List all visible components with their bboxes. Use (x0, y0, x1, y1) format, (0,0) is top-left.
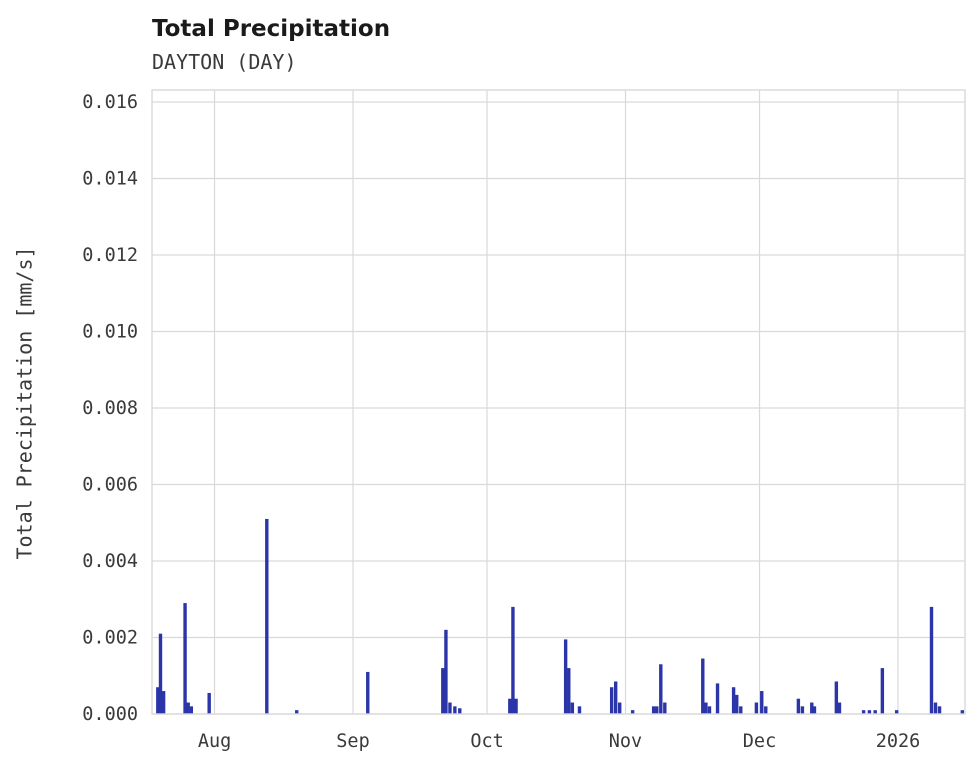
precip-bar (929, 606, 934, 714)
precip-bar (156, 687, 160, 714)
precip-bar (563, 639, 568, 714)
precip-bar (453, 706, 457, 714)
precip-bar (613, 681, 618, 714)
precip-bar (366, 671, 370, 714)
x-tick-label: 2026 (876, 731, 921, 752)
precip-bar (861, 710, 866, 714)
precip-bar (764, 706, 768, 714)
chart-title: Total Precipitation (152, 16, 391, 42)
precip-bar (760, 691, 764, 714)
precip-bar (511, 606, 515, 714)
precip-bar (810, 702, 814, 714)
precip-bar (707, 706, 712, 714)
precip-bar (800, 706, 805, 714)
precip-bar (715, 683, 720, 714)
precip-bar (186, 702, 190, 714)
precip-bar (448, 702, 452, 714)
chart-subtitle: DAYTON (DAY) (152, 50, 297, 74)
precip-bar (577, 706, 582, 714)
y-tick-label: 0.000 (82, 704, 138, 725)
x-tick-label: Nov (609, 731, 642, 752)
precip-bar (663, 702, 667, 714)
precip-bar (796, 698, 801, 714)
precip-bar (867, 710, 872, 714)
precip-bar (295, 710, 299, 714)
x-tick-label: Sep (336, 731, 369, 752)
precip-bar (265, 518, 269, 714)
y-tick-label: 0.002 (82, 628, 138, 649)
y-tick-label: 0.006 (82, 475, 138, 496)
precip-bar (812, 706, 817, 714)
y-tick-label: 0.010 (82, 322, 138, 343)
y-tick-label: 0.014 (82, 169, 138, 190)
precip-bar (659, 664, 663, 714)
precip-bar (630, 710, 635, 714)
precip-bar (617, 702, 622, 714)
precip-bar (937, 706, 942, 714)
precip-bar (739, 706, 743, 714)
precip-bar (161, 691, 166, 714)
precip-bar (651, 706, 656, 714)
precip-bar (609, 687, 614, 714)
precip-bar (731, 687, 736, 714)
precip-bar (570, 702, 575, 714)
precip-bar (960, 710, 965, 714)
precip-bar (735, 694, 739, 714)
x-tick-label: Aug (198, 731, 231, 752)
precip-bar (894, 710, 899, 714)
precip-bar (933, 702, 938, 714)
precip-bar (880, 668, 885, 714)
precip-bar (514, 698, 518, 714)
x-tick-label: Oct (470, 731, 503, 752)
precip-bar (458, 708, 462, 714)
y-tick-label: 0.016 (82, 92, 138, 113)
precip-bar (754, 702, 759, 714)
precip-bar (183, 603, 187, 714)
x-tick-label: Dec (743, 731, 776, 752)
y-tick-label: 0.008 (82, 398, 138, 419)
precip-bar (873, 710, 877, 714)
y-tick-label: 0.004 (82, 551, 138, 572)
precip-bar (837, 702, 842, 714)
y-tick-label: 0.012 (82, 245, 138, 266)
precip-bar (189, 706, 194, 714)
plot-border (151, 89, 966, 715)
precip-bar (567, 668, 571, 714)
plot-background (152, 90, 965, 714)
precip-bar (834, 681, 839, 714)
precip-bar (655, 706, 659, 714)
precip-bar (444, 629, 448, 714)
precip-bar (508, 698, 512, 714)
precip-bar (158, 633, 163, 714)
precip-bar (701, 658, 705, 714)
precip-bar (207, 692, 211, 714)
precip-bar (704, 702, 708, 714)
precip-bar (441, 668, 445, 714)
